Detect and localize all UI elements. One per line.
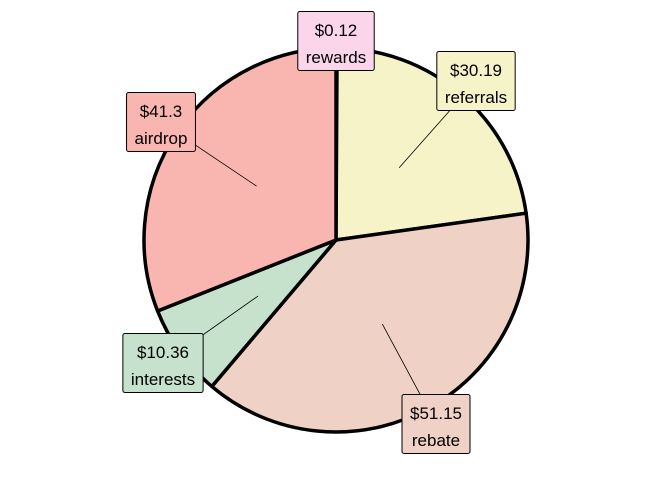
slice-value-label: $10.36 xyxy=(137,343,189,362)
slice-label-rebate: $51.15 rebate xyxy=(401,394,471,454)
slice-category-label: interests xyxy=(131,370,195,389)
label-box xyxy=(436,51,516,111)
label-box xyxy=(126,92,196,152)
slice-value-label: $51.15 xyxy=(410,404,462,423)
slice-value-label: $41.3 xyxy=(140,102,183,121)
slice-label-airdrop: $41.3 airdrop xyxy=(126,92,196,152)
slice-value-label: $30.19 xyxy=(450,61,502,80)
slice-labels: $0.12rewards$30.19referrals$51.15rebate$… xyxy=(122,11,516,454)
slice-label-referrals: $30.19 referrals xyxy=(436,51,516,111)
slice-value-label: $0.12 xyxy=(315,21,358,40)
label-box xyxy=(297,11,375,71)
slice-category-label: rewards xyxy=(306,48,366,67)
slice-category-label: referrals xyxy=(445,88,507,107)
label-box xyxy=(401,394,471,454)
slice-category-label: rebate xyxy=(412,431,460,450)
slice-category-label: airdrop xyxy=(135,129,188,148)
label-box xyxy=(122,333,204,393)
slice-label-interests: $10.36 interests xyxy=(122,333,204,393)
slice-label-rewards: $0.12 rewards xyxy=(297,11,375,71)
